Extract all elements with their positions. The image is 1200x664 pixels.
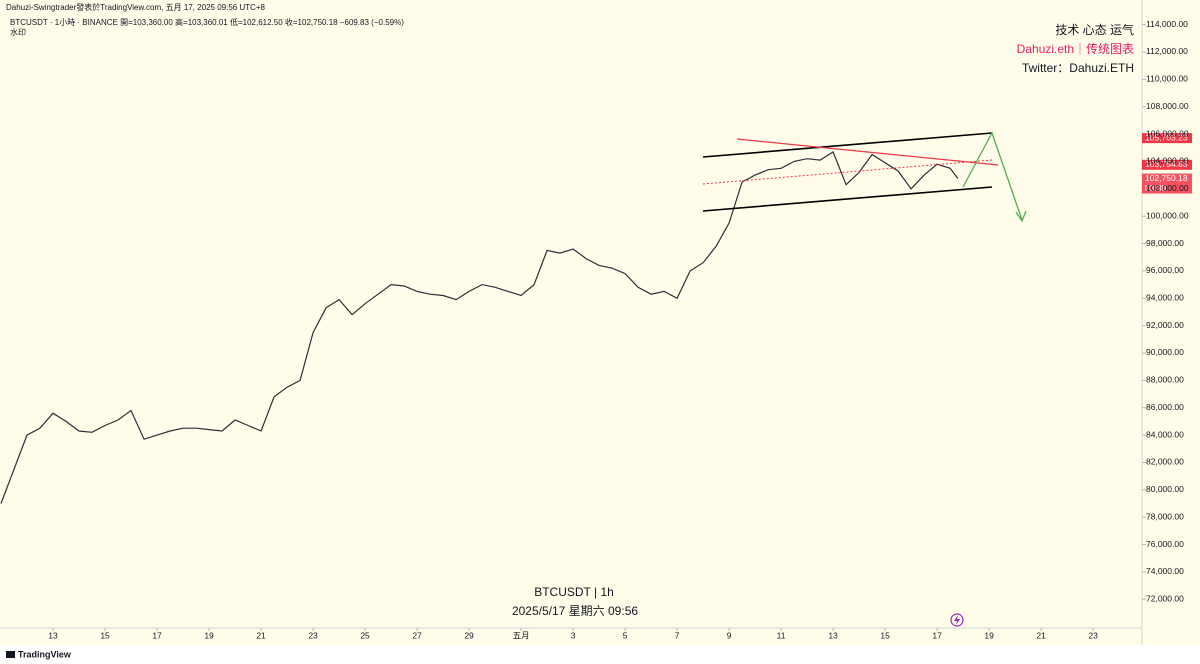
x-tick-label: 17 [932, 630, 942, 640]
watermark-line: Dahuzi.eth｜传统图表 [1017, 41, 1134, 56]
y-tick-label: 94,000.00 [1146, 293, 1184, 303]
x-tick-label: 9 [727, 630, 732, 640]
plot [0, 151, 959, 504]
caption-symbol: BTCUSDT | 1h [534, 585, 614, 599]
price-tag-timer: 03:39 [1145, 183, 1167, 193]
y-tick-label: 82,000.00 [1146, 457, 1184, 467]
x-tick-label: 13 [828, 630, 838, 640]
x-tick-label: 11 [777, 630, 786, 640]
y-tick-label: 78,000.00 [1146, 511, 1184, 521]
arrow-head [1015, 210, 1027, 223]
y-tick-label: 90,000.00 [1146, 347, 1184, 357]
y-tick-label: 108,000.00 [1146, 101, 1189, 111]
y-tick-label: 92,000.00 [1146, 320, 1184, 330]
channel-lower [702, 186, 993, 212]
x-tick-label: 15 [880, 630, 890, 640]
price-tag-label: 105,703.23 [1145, 132, 1188, 142]
y-tick-label: 100,000.00 [1146, 210, 1189, 220]
price-tag [1142, 159, 1192, 170]
y-tick-label: 98,000.00 [1146, 238, 1184, 248]
y-tick-label: 74,000.00 [1146, 566, 1184, 576]
y-tick-label: 104,000.00 [1146, 156, 1189, 166]
event-icon[interactable] [950, 613, 964, 627]
symbol-line: BTCUSDT · 1小時 · BINANCE 開=103,360.00 高=1… [10, 17, 404, 27]
x-tick-label: 21 [1036, 630, 1046, 640]
drawings [702, 131, 1027, 223]
y-tick-label: 110,000.00 [1146, 74, 1188, 84]
trendline-red [736, 138, 999, 166]
y-tick-label: 80,000.00 [1146, 484, 1184, 494]
price-tag [1142, 133, 1192, 144]
price-tag-label: 102,750.18 [1145, 173, 1188, 183]
x-tick-label: 19 [984, 630, 994, 640]
y-tick-label: 76,000.00 [1146, 539, 1184, 549]
y-tick-label: 86,000.00 [1146, 402, 1184, 412]
price-tag [1142, 173, 1192, 194]
y-tick-label: 88,000.00 [1146, 375, 1184, 385]
x-tick-label: 五月 [513, 630, 530, 640]
channel-upper [702, 132, 993, 158]
x-tick-label: 17 [152, 630, 162, 640]
attribution: Dahuzi-Swingtrader發表於TradingView.com, 五月… [6, 2, 266, 12]
x-tick-label: 27 [412, 630, 422, 640]
price-tag-label: 103,754.83 [1145, 159, 1188, 169]
x-tick-label: 15 [100, 630, 110, 640]
x-tick-label: 25 [360, 630, 370, 640]
grid [52, 24, 1146, 631]
price-line [0, 151, 959, 504]
caption-datetime: 2025/5/17 星期六 09:56 [512, 604, 638, 618]
footer-brand: TradingView [18, 649, 72, 659]
y-tick-label: 84,000.00 [1146, 429, 1184, 439]
y-tick-label: 112,000.00 [1146, 46, 1188, 56]
x-tick-label: 5 [623, 630, 628, 640]
tv-logo [6, 651, 15, 658]
x-tick-label: 7 [675, 630, 680, 640]
x-tick-label: 23 [1088, 630, 1098, 640]
background [0, 0, 1200, 645]
x-tick-label: 29 [464, 630, 474, 640]
y-tick-label: 102,000.00 [1146, 183, 1189, 193]
y-tick-label: 72,000.00 [1146, 594, 1184, 604]
channel-mid [702, 159, 993, 185]
x-tick-label: 23 [308, 630, 318, 640]
y-tick-label: 96,000.00 [1146, 265, 1184, 275]
x-tick-label: 21 [256, 630, 266, 640]
y-tick-label: 114,000.00 [1146, 19, 1188, 29]
x-tick-label: 13 [48, 630, 58, 640]
event-icon-bolt [954, 615, 960, 625]
indicator: 水印 [10, 27, 26, 37]
x-tick-label: 3 [571, 630, 576, 640]
watermark-line: Twitter：Dahuzi.ETH [1022, 61, 1134, 75]
projection-arrow [962, 131, 1023, 221]
x-tick-label: 19 [204, 630, 214, 640]
y-tick-label: 106,000.00 [1146, 128, 1189, 138]
watermark-line: 技术 心态 运气 [1055, 22, 1134, 37]
